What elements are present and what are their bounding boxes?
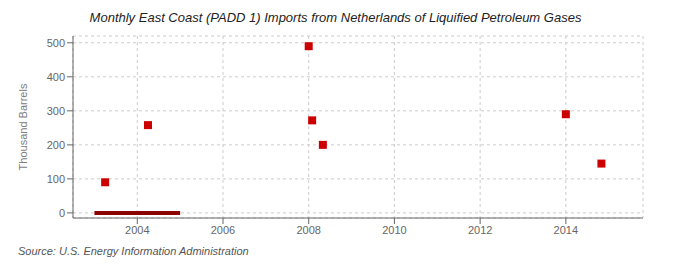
html-text:Monthly East Coast (PADD 1) Im: Monthly East Coast (PADD 1) Imports from… (89, 10, 582, 25)
svg-text:Thousand Barrels: Thousand Barrels (17, 83, 29, 170)
html-text:Source: U.S. Energy Informatio: Source: U.S. Energy Information Administ… (18, 245, 249, 257)
svg-text:200: 200 (47, 139, 65, 151)
svg-text:400: 400 (47, 71, 65, 83)
svg-text:2014: 2014 (554, 224, 578, 236)
svg-text:2004: 2004 (125, 224, 149, 236)
svg-text:2012: 2012 (468, 224, 492, 236)
svg-text:2010: 2010 (382, 224, 406, 236)
svg-text:100: 100 (47, 173, 65, 185)
svg-text:2008: 2008 (296, 224, 320, 236)
svg-text:0: 0 (59, 207, 65, 219)
svg-text:300: 300 (47, 105, 65, 117)
svg-text:2006: 2006 (211, 224, 235, 236)
svg-text:500: 500 (47, 37, 65, 49)
